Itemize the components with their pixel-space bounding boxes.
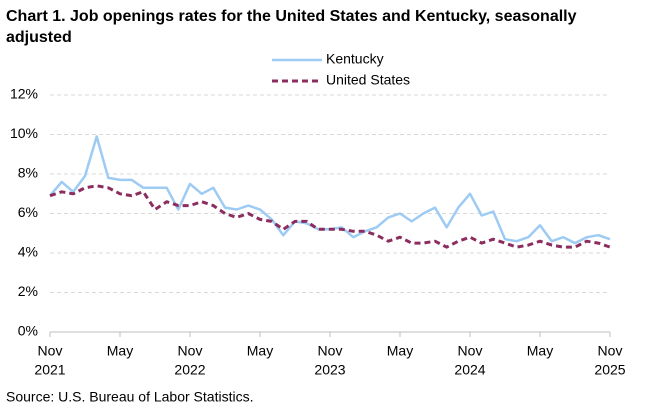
legend-label: United States bbox=[326, 72, 410, 88]
line-series bbox=[49, 135, 611, 245]
y-tick-label: 0% bbox=[18, 323, 38, 339]
x-year-label: 2023 bbox=[314, 362, 345, 378]
x-tick-label: Nov bbox=[38, 343, 63, 359]
x-tick-label: Nov bbox=[598, 343, 623, 359]
x-year-label: 2021 bbox=[34, 362, 65, 378]
x-tick-label: May bbox=[527, 343, 553, 359]
source-note: Source: U.S. Bureau of Labor Statistics. bbox=[6, 389, 253, 405]
x-tick-label: May bbox=[387, 343, 413, 359]
y-tick-label: 10% bbox=[10, 125, 38, 141]
y-tick-label: 6% bbox=[18, 204, 38, 220]
line-series bbox=[49, 184, 611, 249]
x-year-label: 2024 bbox=[454, 362, 485, 378]
y-tick-label: 4% bbox=[18, 244, 38, 260]
x-tick-label: May bbox=[247, 343, 273, 359]
y-tick-label: 2% bbox=[18, 283, 38, 299]
x-tick-label: Nov bbox=[458, 343, 483, 359]
x-tick-label: May bbox=[107, 343, 133, 359]
legend-label: Kentucky bbox=[326, 51, 384, 67]
x-year-label: 2022 bbox=[174, 362, 205, 378]
x-tick-label: Nov bbox=[178, 343, 203, 359]
chart-title: Chart 1. Job openings rates for the Unit… bbox=[6, 8, 577, 46]
x-year-label: 2025 bbox=[594, 362, 625, 378]
y-tick-label: 12% bbox=[10, 86, 38, 102]
y-tick-label: 8% bbox=[18, 165, 38, 181]
x-tick-label: Nov bbox=[318, 343, 343, 359]
